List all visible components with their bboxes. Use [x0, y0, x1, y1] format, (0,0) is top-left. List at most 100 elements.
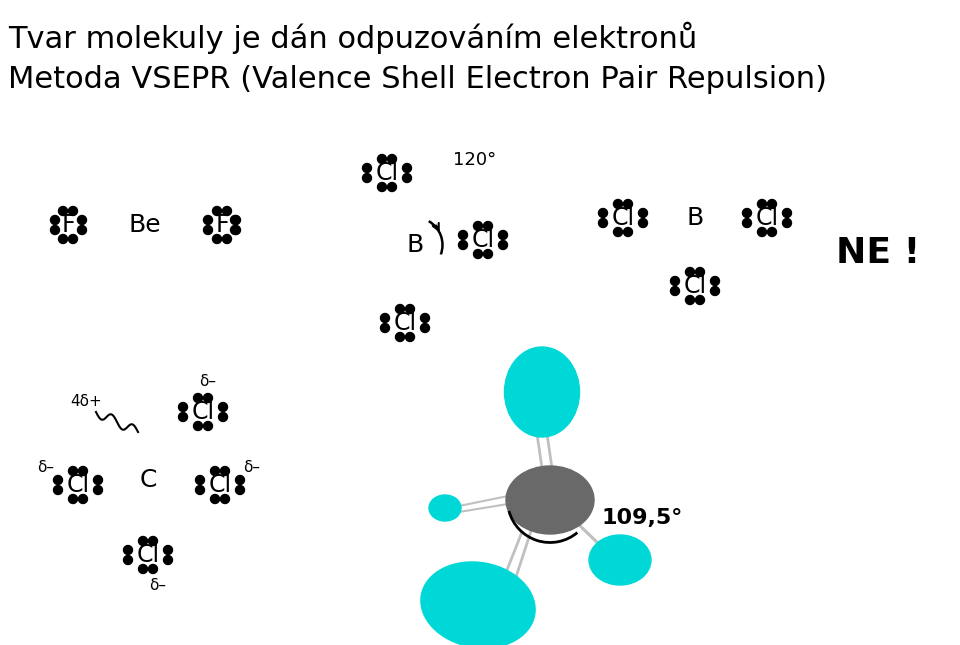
- Circle shape: [230, 226, 239, 235]
- Circle shape: [363, 163, 372, 172]
- Circle shape: [473, 250, 483, 259]
- Circle shape: [68, 235, 78, 244]
- Circle shape: [51, 215, 60, 224]
- Circle shape: [380, 313, 390, 322]
- Circle shape: [223, 235, 231, 244]
- Circle shape: [405, 333, 415, 341]
- Circle shape: [782, 219, 791, 228]
- Circle shape: [194, 393, 203, 402]
- Circle shape: [163, 546, 173, 555]
- Circle shape: [710, 286, 719, 295]
- Text: Tvar molekuly je dán odpuzováním elektronů: Tvar molekuly je dán odpuzováním elektro…: [8, 22, 697, 54]
- Circle shape: [598, 219, 608, 228]
- Text: Cl: Cl: [375, 161, 398, 185]
- Circle shape: [219, 413, 228, 421]
- Circle shape: [405, 304, 415, 313]
- Circle shape: [396, 304, 404, 313]
- Circle shape: [377, 155, 387, 163]
- Circle shape: [68, 206, 78, 215]
- Circle shape: [473, 221, 483, 230]
- Circle shape: [124, 546, 132, 555]
- Circle shape: [757, 228, 766, 237]
- Circle shape: [149, 564, 157, 573]
- Text: F: F: [61, 213, 75, 237]
- Circle shape: [196, 486, 204, 495]
- Circle shape: [613, 228, 622, 237]
- Circle shape: [742, 219, 752, 228]
- Circle shape: [235, 486, 245, 495]
- Text: C: C: [139, 468, 156, 492]
- Ellipse shape: [429, 495, 461, 521]
- Text: δ–: δ–: [244, 459, 260, 475]
- Circle shape: [613, 199, 622, 208]
- Text: δ–: δ–: [150, 577, 166, 593]
- Circle shape: [204, 393, 212, 402]
- Circle shape: [204, 421, 212, 430]
- Circle shape: [695, 295, 705, 304]
- Circle shape: [54, 475, 62, 484]
- Circle shape: [68, 466, 78, 475]
- Circle shape: [484, 250, 492, 259]
- Circle shape: [623, 228, 633, 237]
- Text: Cl: Cl: [684, 274, 707, 298]
- Circle shape: [598, 208, 608, 217]
- Circle shape: [179, 413, 187, 421]
- Text: 109,5°: 109,5°: [602, 508, 684, 528]
- Text: NE !: NE !: [836, 236, 920, 270]
- Circle shape: [742, 208, 752, 217]
- Ellipse shape: [589, 535, 651, 585]
- Circle shape: [695, 268, 705, 277]
- Circle shape: [710, 277, 719, 286]
- Circle shape: [68, 495, 78, 504]
- Circle shape: [396, 333, 404, 341]
- Text: δ–: δ–: [37, 459, 55, 475]
- Circle shape: [380, 324, 390, 333]
- Circle shape: [212, 206, 222, 215]
- Circle shape: [377, 183, 387, 192]
- Circle shape: [79, 466, 87, 475]
- Text: F: F: [215, 213, 228, 237]
- Text: Metoda VSEPR (Valence Shell Electron Pair Repulsion): Metoda VSEPR (Valence Shell Electron Pai…: [8, 65, 827, 94]
- Circle shape: [163, 555, 173, 564]
- Circle shape: [219, 402, 228, 412]
- Circle shape: [767, 228, 777, 237]
- Circle shape: [59, 235, 67, 244]
- Circle shape: [194, 421, 203, 430]
- Text: Cl: Cl: [756, 206, 779, 230]
- Circle shape: [124, 555, 132, 564]
- Circle shape: [459, 230, 468, 239]
- Circle shape: [484, 221, 492, 230]
- Circle shape: [221, 495, 229, 504]
- Circle shape: [420, 324, 429, 333]
- Circle shape: [420, 313, 429, 322]
- Circle shape: [223, 206, 231, 215]
- Circle shape: [767, 199, 777, 208]
- Ellipse shape: [505, 347, 580, 437]
- Text: B: B: [686, 206, 704, 230]
- Text: 4δ+: 4δ+: [70, 395, 102, 410]
- Text: Cl: Cl: [471, 228, 494, 252]
- Text: δ–: δ–: [200, 375, 217, 390]
- Circle shape: [231, 215, 241, 224]
- Text: Cl: Cl: [136, 543, 159, 567]
- Ellipse shape: [420, 562, 535, 645]
- Text: B: B: [406, 233, 423, 257]
- Circle shape: [638, 208, 647, 217]
- Circle shape: [757, 199, 766, 208]
- Circle shape: [54, 486, 62, 495]
- Circle shape: [138, 564, 148, 573]
- Circle shape: [179, 402, 187, 412]
- Text: Cl: Cl: [191, 400, 215, 424]
- Circle shape: [670, 277, 680, 286]
- Circle shape: [204, 215, 212, 224]
- Text: Cl: Cl: [66, 473, 89, 497]
- Text: Cl: Cl: [394, 311, 417, 335]
- Circle shape: [210, 495, 220, 504]
- Circle shape: [93, 486, 103, 495]
- Text: Cl: Cl: [208, 473, 231, 497]
- Circle shape: [230, 215, 239, 224]
- Circle shape: [498, 241, 508, 250]
- Ellipse shape: [506, 466, 594, 534]
- Circle shape: [685, 295, 694, 304]
- Circle shape: [51, 226, 60, 235]
